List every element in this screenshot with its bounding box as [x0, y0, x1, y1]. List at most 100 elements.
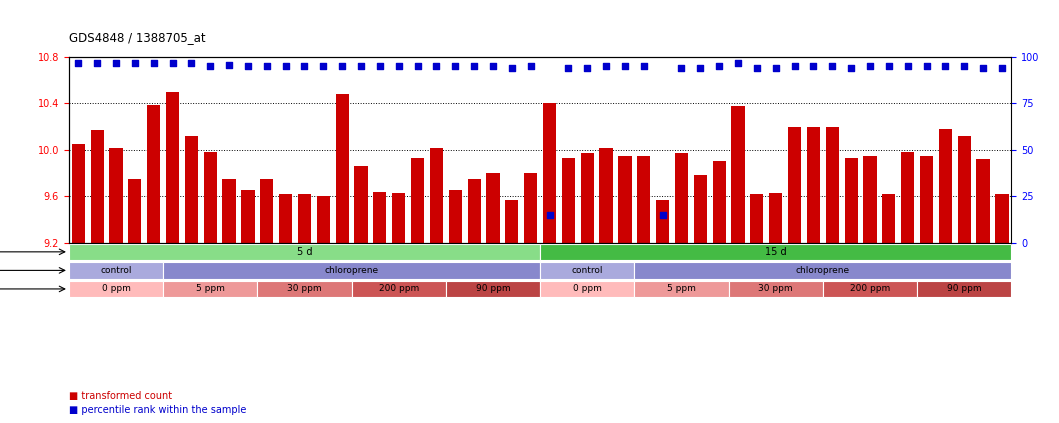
Bar — [163, 262, 540, 279]
Bar — [729, 280, 823, 297]
Bar — [430, 148, 443, 423]
Point — [597, 63, 614, 70]
Point — [616, 63, 633, 70]
Point — [824, 63, 841, 70]
Bar — [540, 280, 634, 297]
Bar — [524, 173, 537, 423]
Bar — [317, 196, 330, 423]
Point — [466, 63, 483, 70]
Bar — [90, 130, 104, 423]
Bar — [750, 194, 764, 423]
Bar — [486, 173, 500, 423]
Bar — [446, 280, 540, 297]
Point — [183, 59, 200, 66]
Point — [522, 63, 539, 70]
Point — [70, 59, 87, 66]
Bar — [109, 148, 123, 423]
Bar — [920, 156, 933, 423]
Point — [201, 63, 219, 70]
Text: ■ percentile rank within the sample: ■ percentile rank within the sample — [69, 405, 246, 415]
Bar — [938, 129, 952, 423]
Point — [145, 59, 162, 66]
Bar — [257, 280, 352, 297]
Bar — [128, 179, 142, 423]
Point — [239, 63, 256, 70]
Bar — [634, 280, 729, 297]
Bar — [823, 280, 917, 297]
Bar — [543, 104, 556, 423]
Bar — [355, 166, 367, 423]
Point — [220, 61, 237, 68]
Bar — [995, 194, 1008, 423]
Text: 15 d: 15 d — [765, 247, 787, 257]
Bar — [467, 179, 481, 423]
Point — [937, 63, 954, 70]
Bar — [72, 144, 85, 423]
Bar — [561, 158, 575, 423]
Point — [334, 63, 351, 70]
Bar — [656, 200, 669, 423]
Text: 0 ppm: 0 ppm — [573, 284, 602, 294]
Point — [730, 59, 747, 66]
Bar — [540, 244, 1011, 260]
Point — [578, 65, 595, 71]
Bar — [373, 192, 387, 423]
Text: 30 ppm: 30 ppm — [287, 284, 322, 294]
Point — [560, 65, 577, 71]
Text: 5 ppm: 5 ppm — [196, 284, 225, 294]
Point — [447, 63, 464, 70]
Bar — [807, 126, 820, 423]
Point — [899, 63, 916, 70]
Point — [409, 63, 426, 70]
Point — [918, 63, 935, 70]
Point — [635, 63, 652, 70]
Point — [315, 63, 331, 70]
Bar — [675, 153, 688, 423]
Point — [108, 59, 125, 66]
Bar — [957, 136, 971, 423]
Bar — [147, 104, 160, 423]
Point — [503, 65, 520, 71]
Point — [767, 65, 784, 71]
Bar — [540, 262, 634, 279]
Bar — [336, 94, 348, 423]
Point — [164, 59, 181, 66]
Bar — [634, 262, 1011, 279]
Text: 90 ppm: 90 ppm — [947, 284, 982, 294]
Bar — [863, 156, 877, 423]
Text: GDS4848 / 1388705_at: GDS4848 / 1388705_at — [69, 31, 205, 44]
Point — [126, 59, 143, 66]
Bar — [184, 136, 198, 423]
Bar — [261, 179, 273, 423]
Point — [786, 63, 803, 70]
Bar — [69, 280, 163, 297]
Point — [295, 63, 313, 70]
Text: chloroprene: chloroprene — [324, 266, 379, 275]
Bar — [241, 190, 254, 423]
Point — [428, 63, 445, 70]
Bar — [203, 152, 217, 423]
Text: control: control — [101, 266, 131, 275]
Point — [353, 63, 370, 70]
Bar — [788, 126, 802, 423]
Point — [277, 63, 294, 70]
Point — [654, 212, 671, 218]
Bar — [69, 244, 540, 260]
Bar — [826, 126, 839, 423]
Bar — [222, 179, 236, 423]
Bar — [976, 159, 990, 423]
Point — [843, 65, 860, 71]
Bar — [769, 193, 783, 423]
Point — [372, 63, 389, 70]
Point — [711, 63, 728, 70]
Text: 0 ppm: 0 ppm — [102, 284, 130, 294]
Bar — [163, 280, 257, 297]
Bar — [917, 280, 1011, 297]
Text: 5 ppm: 5 ppm — [667, 284, 696, 294]
Bar — [618, 156, 631, 423]
Bar — [882, 194, 896, 423]
Point — [805, 63, 822, 70]
Bar — [166, 92, 179, 423]
Bar — [599, 148, 613, 423]
Bar — [411, 158, 425, 423]
